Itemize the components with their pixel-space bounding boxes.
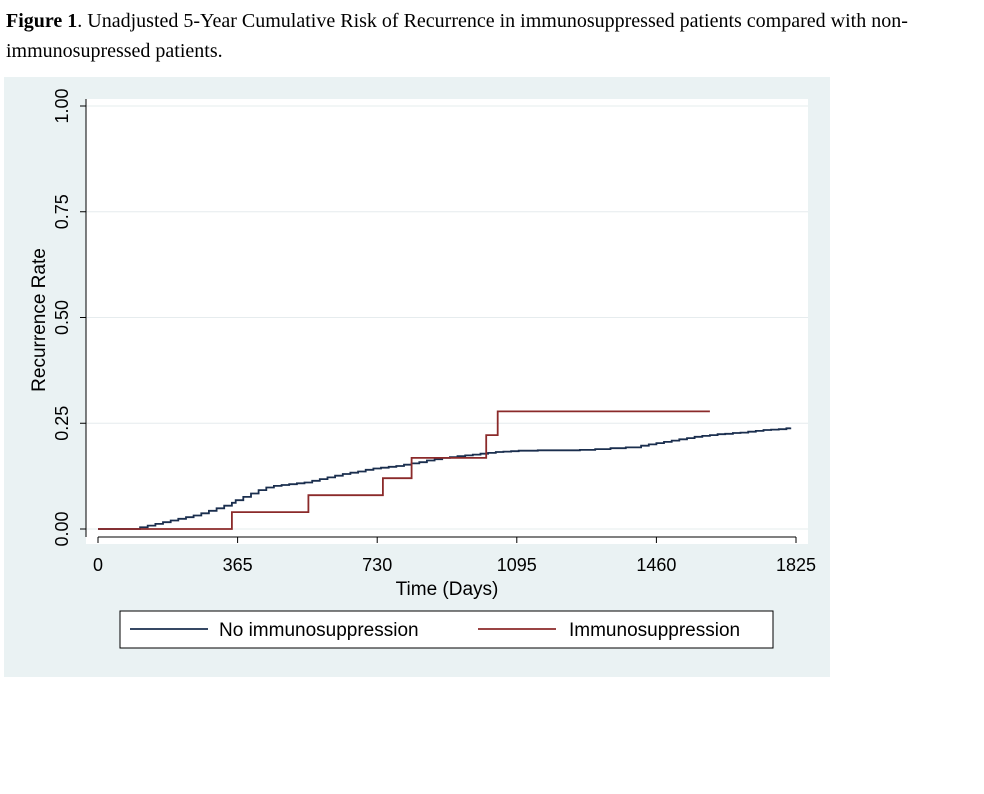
y-tick-label: 0.00 bbox=[52, 511, 72, 546]
series-lines bbox=[98, 410, 792, 530]
x-ticks: 0 365 730 1095 1460 1825 bbox=[93, 537, 816, 575]
y-tick-label: 1.00 bbox=[52, 88, 72, 123]
figure-caption: Figure 1. Unadjusted 5-Year Cumulative R… bbox=[6, 6, 966, 66]
recurrence-chart: 0.00 0.25 0.50 0.75 1.00 0 365 730 1095 1460 1825… bbox=[29, 88, 816, 649]
caption-text: . Unadjusted 5-Year Cumulative Risk of R… bbox=[6, 10, 908, 62]
x-axis-title: Time (Days) bbox=[396, 579, 499, 600]
legend-label-no-immunosuppression: No immunosuppression bbox=[219, 620, 419, 641]
series-line-no-immunosuppression bbox=[98, 427, 792, 530]
x-tick-label: 0 bbox=[93, 555, 103, 575]
x-tick-label: 730 bbox=[362, 555, 392, 575]
legend: No immunosuppression Immunosuppression bbox=[119, 610, 774, 649]
figure-label: Figure 1 bbox=[6, 10, 78, 32]
y-tick-label: 0.25 bbox=[52, 406, 72, 441]
y-axis-title: Recurrence Rate bbox=[29, 248, 50, 392]
legend-label-immunosuppression: Immunosuppression bbox=[569, 620, 740, 641]
legend-box bbox=[119, 610, 774, 649]
x-tick-label: 1460 bbox=[636, 555, 676, 575]
y-ticks: 0.00 0.25 0.50 0.75 1.00 bbox=[52, 88, 86, 547]
x-tick-label: 365 bbox=[223, 555, 253, 575]
y-tick-label: 0.75 bbox=[52, 194, 72, 229]
plot-area bbox=[86, 99, 808, 544]
series-line-immunosuppression bbox=[98, 410, 710, 530]
y-tick-label: 0.50 bbox=[52, 300, 72, 335]
x-tick-label: 1095 bbox=[497, 555, 537, 575]
x-tick-label: 1825 bbox=[776, 555, 816, 575]
